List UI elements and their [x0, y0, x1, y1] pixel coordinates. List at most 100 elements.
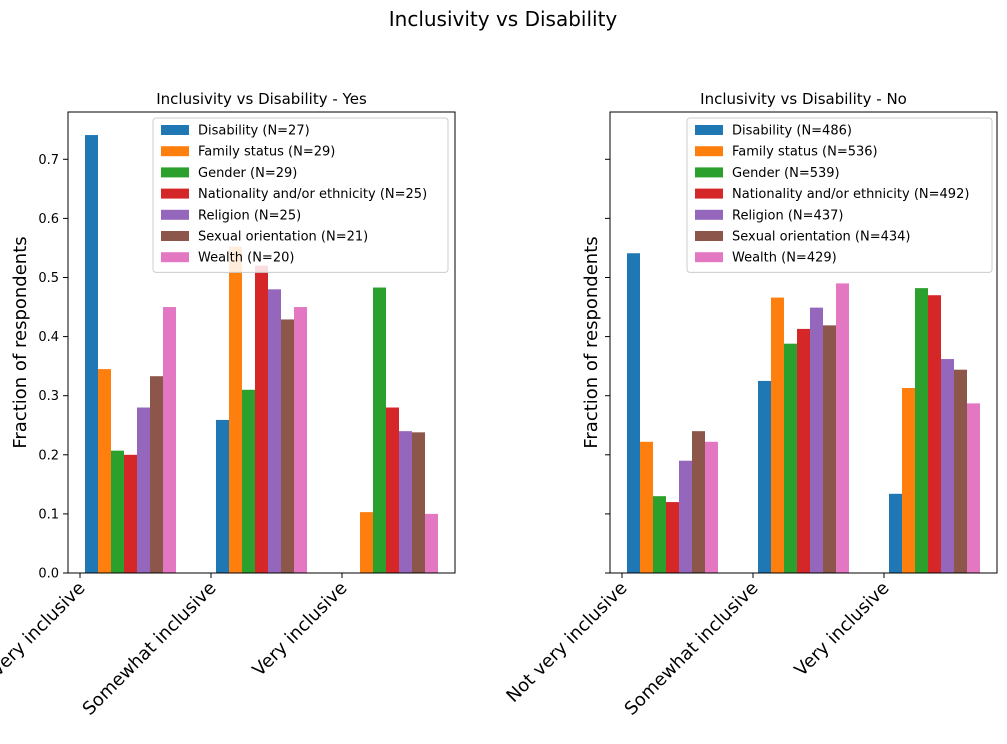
- bar-no-s4-c0: [679, 460, 692, 573]
- x-tick-label-no-0: Not very inclusive: [502, 578, 631, 707]
- y-tick-label-yes-2: 0.2: [38, 448, 59, 463]
- legend-swatch-yes-5: [161, 231, 189, 241]
- figure-title: Inclusivity vs Disability: [389, 7, 618, 31]
- y-ticks-yes: 0.0 0.1 0.2 0.3 0.4 0.5 0.6 0.7: [38, 153, 68, 582]
- bar-no-s3-c1: [797, 328, 810, 573]
- bar-no-s6-c2: [967, 403, 980, 573]
- bar-yes-s6-c0: [163, 307, 176, 573]
- legend-box-no: [686, 117, 993, 273]
- plot-frame-no: [609, 111, 998, 574]
- chart-title-yes: Inclusivity vs Disability - Yes: [156, 90, 367, 108]
- chart-panel-yes: Inclusivity vs Disability - Yes Fraction…: [0, 90, 456, 720]
- bar-yes-s1-c2: [360, 512, 373, 573]
- legend-swatch-no-5: [695, 231, 723, 241]
- y-tick-label-yes-3: 0.3: [38, 389, 59, 404]
- bar-yes-s5-c0: [150, 376, 163, 573]
- bar-no-s0-c2: [889, 493, 902, 573]
- bar-yes-s2-c0: [111, 450, 124, 573]
- bar-no-s2-c2: [915, 288, 928, 573]
- legend-swatch-yes-0: [161, 125, 189, 135]
- bar-no-s6-c1: [836, 283, 849, 573]
- legend-swatch-yes-6: [161, 252, 189, 263]
- bar-yes-s2-c1: [242, 389, 255, 573]
- bar-no-s6-c0: [705, 441, 718, 573]
- bars-no: [627, 253, 980, 573]
- y-tick-label-yes-1: 0.1: [38, 507, 59, 522]
- y-ticks-no: [605, 158, 610, 574]
- legend-label-yes-1: Family status (N=29): [198, 145, 335, 160]
- y-tick-label-yes-5: 0.5: [38, 271, 59, 286]
- bar-yes-s2-c2: [373, 287, 386, 573]
- legend-label-yes-3: Nationality and/or ethnicity (N=25): [198, 187, 427, 202]
- x-tick-label-yes-2: Very inclusive: [249, 578, 352, 681]
- legend-label-no-1: Family status (N=536): [732, 145, 878, 160]
- bar-no-s0-c0: [627, 253, 640, 573]
- legend-label-no-2: Gender (N=539): [732, 166, 840, 181]
- legend-box-yes: [152, 117, 449, 273]
- legend-label-yes-0: Disability (N=27): [198, 124, 310, 139]
- chart-title-no: Inclusivity vs Disability - No: [700, 90, 907, 108]
- bars-yes: [85, 135, 438, 574]
- bar-yes-s4-c1: [268, 289, 281, 573]
- legend-label-yes-6: Wealth (N=20): [198, 251, 294, 266]
- bar-yes-s5-c1: [281, 319, 294, 573]
- plot-frame-yes: [67, 111, 456, 574]
- x-tick-label-no-2: Very inclusive: [791, 578, 894, 681]
- legend-yes: Disability (N=27) Family status (N=29) Gen…: [152, 117, 449, 273]
- legend-label-no-6: Wealth (N=429): [732, 251, 837, 266]
- bar-no-s2-c0: [653, 496, 666, 573]
- legend-label-no-0: Disability (N=486): [732, 124, 852, 139]
- legend-swatch-no-3: [695, 188, 723, 199]
- legend-swatch-yes-2: [161, 167, 189, 178]
- y-axis-label-yes: Fraction of respondents: [10, 236, 31, 448]
- legend-label-no-3: Nationality and/or ethnicity (N=492): [732, 187, 969, 202]
- legend-swatch-yes-4: [161, 209, 189, 220]
- y-tick-label-yes-6: 0.6: [38, 212, 59, 227]
- bar-no-s4-c2: [941, 359, 954, 573]
- legend-swatch-no-1: [695, 146, 723, 157]
- legend-swatch-no-4: [695, 209, 723, 220]
- legend-swatch-no-0: [695, 125, 723, 135]
- bar-yes-s3-c1: [255, 265, 268, 573]
- chart-panel-no: Inclusivity vs Disability - No Fraction …: [502, 90, 998, 720]
- bar-no-s5-c2: [954, 369, 967, 573]
- y-tick-label-yes-0: 0.0: [38, 567, 59, 582]
- legend-label-yes-5: Sexual orientation (N=21): [198, 230, 368, 245]
- legend-label-yes-4: Religion (N=25): [198, 208, 301, 223]
- bar-yes-s0-c0: [85, 135, 98, 574]
- bar-yes-s1-c1: [229, 246, 242, 573]
- x-tick-label-yes-1: Somewhat inclusive: [79, 578, 221, 720]
- legend-label-no-4: Religion (N=437): [732, 208, 843, 223]
- bar-no-s1-c2: [902, 388, 915, 573]
- legend-label-no-5: Sexual orientation (N=434): [732, 230, 910, 245]
- bar-no-s1-c0: [640, 441, 653, 573]
- bar-no-s5-c1: [823, 325, 836, 573]
- bar-no-s1-c1: [771, 297, 784, 573]
- bar-yes-s6-c1: [294, 307, 307, 573]
- legend-label-yes-2: Gender (N=29): [198, 166, 297, 181]
- x-tick-label-no-1: Somewhat inclusive: [621, 578, 763, 720]
- bar-no-s5-c0: [692, 431, 705, 573]
- bar-no-s3-c2: [928, 295, 941, 573]
- bar-no-s4-c1: [810, 307, 823, 573]
- bar-yes-s4-c2: [399, 431, 412, 573]
- bar-yes-s5-c2: [412, 432, 425, 573]
- bar-yes-s1-c0: [98, 369, 111, 573]
- bar-yes-s0-c1: [216, 419, 229, 573]
- y-tick-label-yes-4: 0.4: [38, 330, 59, 345]
- bar-yes-s3-c0: [124, 454, 137, 573]
- y-tick-label-yes-7: 0.7: [38, 153, 59, 168]
- bar-yes-s3-c2: [386, 407, 399, 573]
- legend-no: Disability (N=486) Family status (N=536) G…: [686, 117, 993, 273]
- bar-no-s0-c1: [758, 380, 771, 573]
- y-axis-label-no: Fraction of respondents: [581, 236, 602, 448]
- bar-yes-s4-c0: [137, 407, 150, 573]
- legend-swatch-no-6: [695, 252, 723, 263]
- bar-yes-s6-c2: [425, 513, 438, 573]
- bar-no-s2-c1: [784, 343, 797, 573]
- x-tick-label-yes-0: Not very inclusive: [0, 578, 90, 707]
- legend-swatch-yes-1: [161, 146, 189, 157]
